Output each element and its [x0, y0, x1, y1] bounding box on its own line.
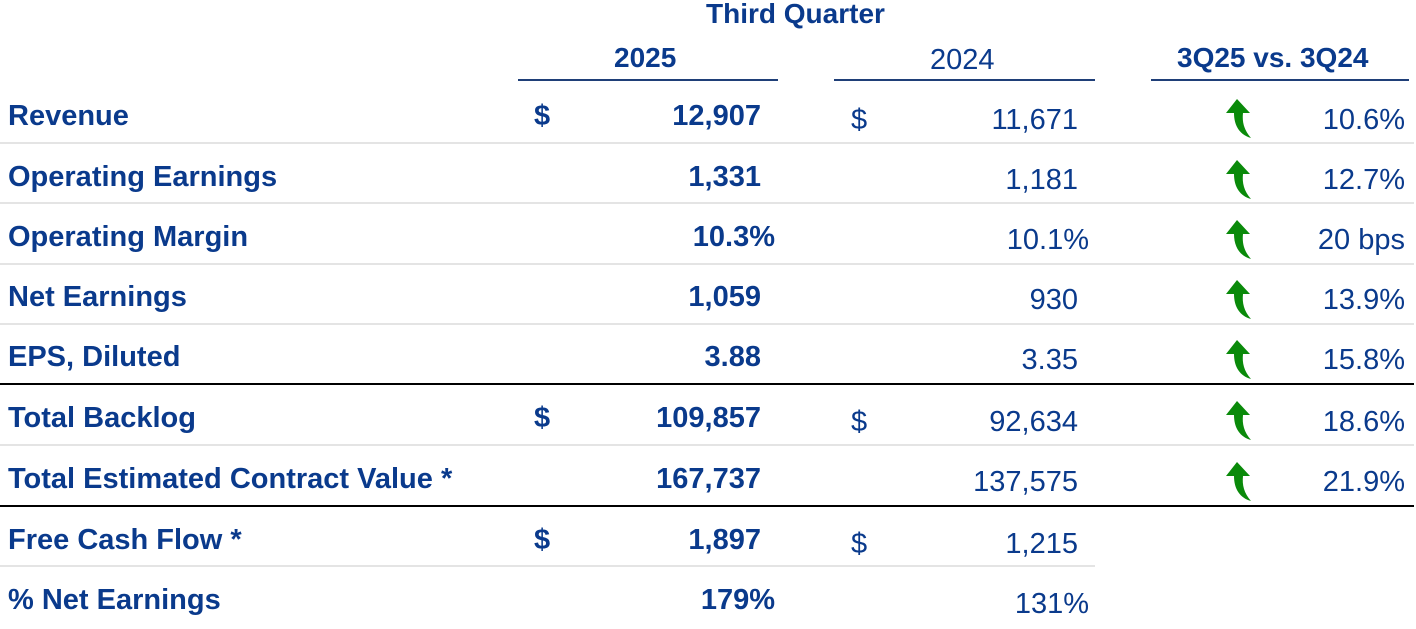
up-arrow-icon — [1226, 340, 1251, 379]
value-2024: 92,634 — [989, 406, 1078, 438]
header-rule-change — [1151, 79, 1409, 81]
row-separator — [0, 142, 1414, 144]
row-separator — [0, 565, 1095, 567]
value-2025: 12,907 — [672, 100, 761, 132]
currency-2024: $ — [851, 104, 868, 136]
row-separator — [0, 263, 1414, 265]
value-2024: 3.35 — [1021, 344, 1078, 376]
value-2025: 167,737 — [656, 463, 761, 495]
row-label: Free Cash Flow * — [8, 524, 242, 556]
header-rule-2025 — [518, 79, 778, 81]
currency-2025: $ — [534, 402, 551, 434]
section-divider — [0, 383, 1414, 385]
up-arrow-icon — [1226, 160, 1251, 199]
row-label: Revenue — [8, 100, 129, 132]
row-label: Operating Margin — [8, 221, 249, 253]
value-2025: 1,331 — [688, 161, 761, 193]
row-label: Net Earnings — [8, 281, 187, 313]
value-2024: 11,671 — [991, 104, 1078, 136]
value-2025: 1,059 — [688, 281, 761, 313]
value-2024: 930 — [1029, 284, 1078, 316]
up-arrow-icon — [1226, 401, 1251, 440]
change-value: 20 bps — [1317, 224, 1405, 256]
row-label: Operating Earnings — [8, 161, 278, 193]
row-separator — [0, 444, 1414, 446]
header-rule-2024 — [834, 79, 1095, 81]
row-label: % Net Earnings — [8, 584, 221, 616]
row-label: Total Estimated Contract Value * — [8, 463, 453, 495]
change-value: 18.6% — [1322, 406, 1405, 438]
row-separator — [0, 202, 1414, 204]
change-value: 12.7% — [1322, 164, 1405, 196]
currency-2025: $ — [534, 100, 551, 132]
up-arrow-icon — [1226, 462, 1251, 501]
row-label: Total Backlog — [8, 402, 196, 434]
currency-2025: $ — [534, 524, 551, 556]
value-2024: 131% — [1014, 588, 1089, 620]
value-2025: 10.3% — [692, 221, 775, 253]
up-arrow-icon — [1226, 280, 1251, 319]
change-value: 15.8% — [1322, 344, 1405, 376]
value-2024: 10.1% — [1006, 224, 1089, 256]
value-2025: 1,897 — [688, 524, 761, 556]
value-2025: 109,857 — [656, 402, 761, 434]
value-2024: 137,575 — [973, 466, 1078, 498]
value-2024: 1,215 — [1005, 528, 1078, 560]
change-value: 13.9% — [1322, 284, 1405, 316]
change-header: 3Q25 vs. 3Q24 — [1177, 42, 1369, 73]
value-2025: 179% — [700, 584, 775, 616]
row-label: EPS, Diluted — [8, 341, 181, 373]
up-arrow-icon — [1226, 220, 1251, 259]
change-value: 21.9% — [1322, 466, 1405, 498]
currency-2024: $ — [851, 406, 868, 438]
year-2024-header: 2024 — [930, 44, 995, 76]
section-divider — [0, 505, 1414, 507]
currency-2024: $ — [851, 528, 868, 560]
row-separator — [0, 323, 1414, 325]
year-2025-header: 2025 — [614, 42, 677, 73]
value-2025: 3.88 — [704, 341, 761, 373]
value-2024: 1,181 — [1005, 164, 1078, 196]
up-arrow-icon — [1226, 99, 1251, 138]
period-header: Third Quarter — [706, 0, 885, 29]
change-value: 10.6% — [1322, 104, 1405, 136]
